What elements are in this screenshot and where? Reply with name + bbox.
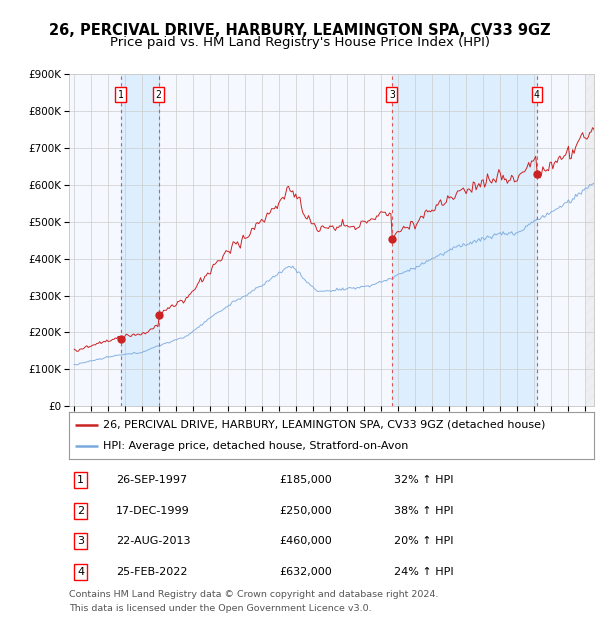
Text: 2: 2 [77, 506, 84, 516]
Text: Contains HM Land Registry data © Crown copyright and database right 2024.: Contains HM Land Registry data © Crown c… [69, 590, 439, 600]
Text: £632,000: £632,000 [279, 567, 332, 577]
Text: 38% ↑ HPI: 38% ↑ HPI [395, 506, 454, 516]
Text: 1: 1 [118, 90, 124, 100]
Text: 24% ↑ HPI: 24% ↑ HPI [395, 567, 454, 577]
Text: 4: 4 [534, 90, 540, 100]
Text: 17-DEC-1999: 17-DEC-1999 [116, 506, 190, 516]
Bar [392, 74, 537, 406]
Text: £250,000: £250,000 [279, 506, 332, 516]
Text: 3: 3 [77, 536, 84, 546]
Text: HPI: Average price, detached house, Stratford-on-Avon: HPI: Average price, detached house, Stra… [103, 441, 409, 451]
Text: £185,000: £185,000 [279, 476, 332, 485]
Text: 32% ↑ HPI: 32% ↑ HPI [395, 476, 454, 485]
Text: £460,000: £460,000 [279, 536, 332, 546]
Text: 26, PERCIVAL DRIVE, HARBURY, LEAMINGTON SPA, CV33 9GZ (detached house): 26, PERCIVAL DRIVE, HARBURY, LEAMINGTON … [103, 420, 545, 430]
Text: This data is licensed under the Open Government Licence v3.0.: This data is licensed under the Open Gov… [69, 604, 371, 613]
Text: 20% ↑ HPI: 20% ↑ HPI [395, 536, 454, 546]
Text: 2: 2 [156, 90, 161, 100]
Text: Price paid vs. HM Land Registry's House Price Index (HPI): Price paid vs. HM Land Registry's House … [110, 36, 490, 49]
Text: 3: 3 [389, 90, 395, 100]
Bar [586, 74, 594, 406]
Text: 22-AUG-2013: 22-AUG-2013 [116, 536, 191, 546]
Text: 1: 1 [77, 476, 84, 485]
Text: 26-SEP-1997: 26-SEP-1997 [116, 476, 187, 485]
Text: 4: 4 [77, 567, 84, 577]
Text: 26, PERCIVAL DRIVE, HARBURY, LEAMINGTON SPA, CV33 9GZ: 26, PERCIVAL DRIVE, HARBURY, LEAMINGTON … [49, 23, 551, 38]
Bar [121, 74, 158, 406]
Text: 25-FEB-2022: 25-FEB-2022 [116, 567, 188, 577]
